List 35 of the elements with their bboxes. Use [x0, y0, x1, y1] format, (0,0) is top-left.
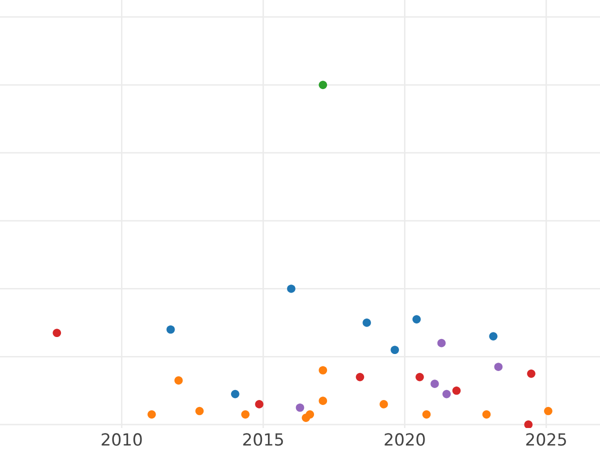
point [52, 328, 62, 338]
point [174, 376, 183, 385]
point [241, 410, 250, 419]
point [416, 372, 424, 382]
point [148, 410, 156, 419]
x-tick-label: 2015 [243, 433, 283, 446]
point [482, 410, 491, 419]
point [287, 284, 296, 293]
point [412, 315, 421, 324]
point [524, 420, 533, 428]
x-tick-label: 2020 [384, 433, 425, 446]
point [430, 380, 439, 388]
point [422, 410, 431, 419]
point [380, 400, 388, 408]
point [442, 390, 451, 398]
point [318, 366, 328, 374]
point [527, 369, 536, 378]
point [489, 332, 498, 340]
point [231, 390, 240, 398]
point [362, 318, 371, 327]
point [166, 325, 175, 334]
x-tick-label: 2010 [102, 433, 142, 446]
x-tick-label: 2025 [526, 433, 566, 446]
point [544, 406, 552, 416]
point [195, 406, 204, 416]
point [494, 362, 503, 372]
point [318, 396, 328, 405]
point [356, 372, 364, 382]
point [437, 338, 446, 348]
point [296, 403, 304, 412]
point [390, 346, 399, 354]
point [452, 386, 461, 395]
point [306, 410, 314, 419]
point [318, 80, 328, 90]
point [255, 400, 264, 408]
